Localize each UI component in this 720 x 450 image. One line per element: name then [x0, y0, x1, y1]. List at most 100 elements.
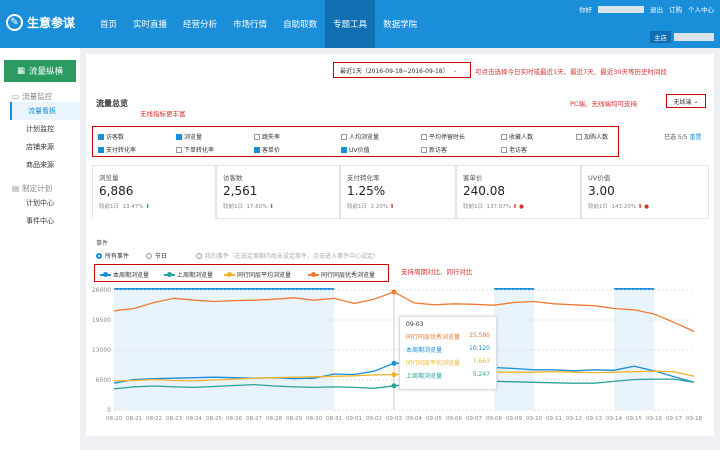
metric-checkbox[interactable]: 下单转化率	[176, 145, 214, 154]
sidebar-item-plan-monitor[interactable]: 计划监控	[26, 125, 54, 133]
kpi-card[interactable]: UV价值 3.00 较前1日 143.20% ⬆ ●	[581, 165, 709, 219]
x-tick-label: 08-22	[146, 416, 162, 422]
metric-checkbox[interactable]: 平均停留时长	[421, 132, 465, 141]
grid-icon: ▦	[16, 66, 25, 76]
metric-checkbox[interactable]: 老访客	[501, 145, 527, 154]
highlight-band-bar	[614, 288, 654, 290]
order-link[interactable]: 订购	[669, 6, 682, 14]
checked-box-icon	[254, 146, 260, 153]
shop-chip[interactable]: 主店	[650, 31, 671, 43]
x-tick-label: 09-03	[386, 416, 402, 422]
kpi-card[interactable]: 支付转化率 1.25% 较前1日 2.20% ⬆	[340, 165, 456, 219]
radio-my-events[interactable]: 我的事件（在选定周期内尚未设定事件，点击进入事件中心设定）	[196, 251, 379, 260]
line-chart[interactable]: 0 6500 13000 19500 26000 08-20 08-21 08-22 08-23…	[86, 282, 714, 432]
sidebar-item-event-center[interactable]: 事件中心	[26, 217, 54, 225]
x-tick-label: 08-21	[126, 416, 142, 422]
kpi-value: 1.25%	[347, 184, 386, 198]
metric-label: 收藏人数	[509, 134, 534, 141]
sidebar-item-shop-source[interactable]: 店铺来源	[26, 143, 54, 151]
unchecked-box-icon	[501, 146, 507, 153]
x-tick-label: 08-26	[226, 416, 242, 422]
sidebar-item-plan-center[interactable]: 计划中心	[26, 199, 54, 207]
nav-self-fetch[interactable]: 自助取数	[283, 20, 318, 30]
nav-academy[interactable]: 数据学院	[383, 20, 418, 30]
metric-checkbox[interactable]: 收藏人数	[501, 132, 533, 141]
sidebar-group-plan[interactable]: ▤ 制定计划	[12, 183, 80, 194]
app-name: 生意参谋	[27, 16, 76, 30]
metric-checkbox[interactable]: 人均浏览量	[341, 132, 379, 141]
kpi-value: 2,561	[223, 184, 258, 198]
legend-label: 同行同层优秀浏览量	[321, 272, 376, 279]
nav-market[interactable]: 市场行情	[233, 20, 268, 30]
metric-label: 加购人数	[584, 134, 609, 141]
plan-icon: ▤	[12, 184, 20, 193]
x-tick-label: 09-17	[666, 416, 682, 422]
x-tick-label: 08-20	[106, 416, 122, 422]
metric-label: 客单价	[262, 147, 281, 154]
sidebar-top-label: 流量纵横	[29, 67, 64, 77]
unchecked-box-icon	[254, 133, 260, 140]
x-tick-label: 08-29	[286, 416, 302, 422]
x-tick-label: 09-01	[346, 416, 362, 422]
radio-all-events[interactable]: 所有事件	[96, 251, 129, 260]
metric-selector-box	[92, 126, 619, 157]
x-tick-label: 08-27	[246, 416, 262, 422]
kpi-card[interactable]: 浏览量 6,886 较前1日 13.47% ⬇	[92, 165, 216, 219]
legend-item[interactable]: 同行同层平均浏览量	[224, 270, 291, 279]
kpi-label: 浏览量	[99, 174, 119, 182]
tooltip-value: 7,663	[472, 358, 490, 365]
app-logo[interactable]: ✎ 生意参谋	[6, 14, 75, 31]
device-select[interactable]: 无线端 ⌄	[666, 94, 706, 108]
tooltip-row: 同行同层优秀浏览量 25,580	[406, 332, 490, 341]
series-point	[391, 383, 397, 389]
shop-switcher[interactable]: 主店	[650, 31, 714, 43]
nav-home[interactable]: 首页	[100, 20, 118, 30]
checked-box-icon	[98, 133, 104, 140]
panel-title: 流量总览	[96, 99, 128, 108]
metric-checkbox[interactable]: UV价值	[341, 145, 370, 154]
metric-checkbox[interactable]: 浏览量	[176, 132, 202, 141]
nav-live[interactable]: 实时直播	[133, 20, 168, 30]
kpi-label: 访客数	[223, 174, 243, 182]
x-tick-label: 09-15	[626, 416, 642, 422]
legend-label: 同行同层平均浏览量	[237, 272, 292, 279]
legend-item[interactable]: 本周期浏览量	[100, 270, 149, 279]
metric-checkbox[interactable]: 访客数	[98, 132, 124, 141]
greeting: 你好	[579, 6, 592, 14]
radio-label: 我的事件（在选定周期内尚未设定事件，点击进入事件中心设定）	[205, 253, 380, 260]
personal-center-link[interactable]: 个人中心	[688, 6, 714, 14]
metric-label: 跳失率	[262, 134, 281, 141]
checked-box-icon	[176, 133, 182, 140]
alert-icon: ●	[519, 204, 524, 210]
legend-swatch	[100, 271, 111, 277]
metric-checkbox[interactable]: 新访客	[421, 145, 447, 154]
legend-item[interactable]: 上周期浏览量	[164, 270, 213, 279]
x-tick-label: 09-12	[566, 416, 582, 422]
kpi-card[interactable]: 访客数 2,561 较前1日 17.60% ⬇	[216, 165, 340, 219]
kpi-card[interactable]: 客单价 240.08 较前1日 137.97% ⬆ ●	[456, 165, 581, 219]
radio-holiday[interactable]: 节日	[146, 251, 167, 260]
chevron-down-icon: ⌄	[693, 97, 699, 105]
logout-link[interactable]: 退出	[650, 6, 663, 14]
date-range-selector[interactable]: 最近1天（2016-09-18~2016-09-18） ⌄	[333, 62, 471, 78]
chevron-down-icon: ⌄	[452, 66, 458, 74]
sidebar-top-button[interactable]: ▦ 流量纵横	[4, 60, 76, 82]
sidebar-group-monitor[interactable]: ▭ 流量监控	[12, 91, 80, 102]
metric-checkbox[interactable]: 客单价	[254, 145, 280, 154]
tooltip-row: 本周期浏览量 10,120	[406, 345, 490, 354]
x-tick-label: 09-02	[366, 416, 382, 422]
legend-item[interactable]: 同行同层优秀浏览量	[308, 270, 375, 279]
tooltip-series: 同行同层优秀浏览量	[406, 334, 461, 341]
metric-checkbox[interactable]: 支付转化率	[98, 145, 136, 154]
nav-tools[interactable]: 专题工具	[325, 0, 376, 48]
nav-analysis[interactable]: 经营分析	[183, 20, 218, 30]
series-point	[391, 372, 397, 378]
metric-checkbox[interactable]: 跳失率	[254, 132, 280, 141]
kpi-label: 客单价	[463, 174, 483, 182]
sidebar-item-flow-board[interactable]: 流量看板	[10, 102, 80, 120]
metric-checkbox[interactable]: 加购人数	[576, 132, 608, 141]
kpi-compare: 较前1日 17.60% ⬇	[223, 202, 333, 210]
x-tick-label: 09-04	[406, 416, 422, 422]
sidebar-item-item-source[interactable]: 商品来源	[26, 161, 54, 169]
reset-link[interactable]: 重置	[689, 134, 702, 141]
